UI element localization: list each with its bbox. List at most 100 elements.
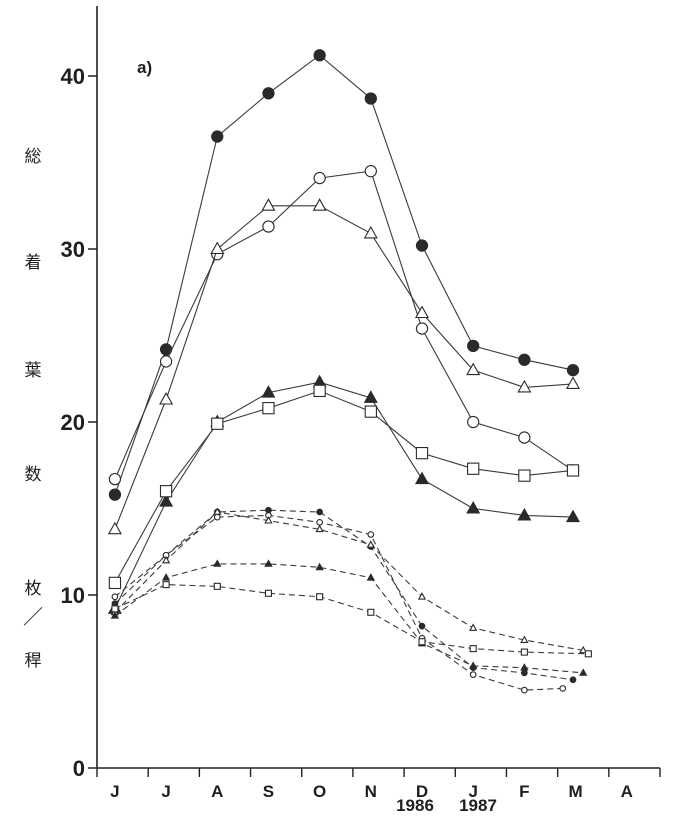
- data-point: [108, 472, 122, 486]
- data-point: [213, 507, 222, 515]
- data-point: [517, 379, 532, 393]
- data-point: [414, 305, 430, 319]
- data-point: [469, 623, 478, 631]
- series-4: [107, 374, 581, 614]
- series-layer: [107, 49, 592, 694]
- series-line: [114, 54, 574, 495]
- data-point: [518, 431, 531, 444]
- series-line: [114, 390, 574, 584]
- data-point: [566, 464, 580, 477]
- data-point: [261, 198, 276, 211]
- series-line: [114, 381, 574, 610]
- data-point: [264, 589, 273, 597]
- series-10: [111, 581, 592, 658]
- y-axis-label-char: 総: [25, 147, 42, 167]
- data-point: [517, 507, 532, 521]
- data-point: [520, 648, 528, 656]
- data-point: [466, 362, 481, 376]
- x-tick-label: A: [211, 782, 223, 801]
- series-2: [108, 164, 580, 486]
- data-point: [366, 573, 376, 581]
- data-point: [364, 92, 377, 105]
- data-point: [159, 485, 173, 498]
- data-point: [264, 559, 273, 567]
- y-axis-label-char: ／: [23, 605, 43, 629]
- series-9: [110, 559, 588, 676]
- series-5: [108, 384, 580, 590]
- data-point: [520, 635, 529, 643]
- panel-label: a): [137, 58, 152, 77]
- data-point: [518, 469, 531, 482]
- data-point: [211, 130, 224, 143]
- data-point: [315, 524, 324, 533]
- series-line: [114, 584, 589, 655]
- x-tick-label: F: [519, 782, 529, 801]
- data-point: [565, 509, 581, 523]
- data-point: [418, 638, 426, 646]
- y-tick-label: 30: [61, 237, 85, 262]
- data-point: [366, 540, 376, 548]
- y-tick-label: 40: [61, 64, 85, 89]
- data-point: [262, 220, 275, 233]
- data-point: [521, 669, 528, 677]
- data-point: [315, 562, 324, 571]
- series-line: [114, 511, 584, 651]
- data-point: [262, 402, 275, 415]
- x-tick-label: D: [416, 782, 428, 801]
- data-point: [213, 559, 222, 567]
- data-point: [108, 576, 122, 590]
- data-point: [364, 405, 377, 418]
- series-line: [114, 170, 574, 480]
- x-tick-label: J: [468, 782, 477, 801]
- data-point: [210, 241, 225, 255]
- axes: [96, 6, 660, 769]
- series-line: [114, 205, 574, 530]
- data-point: [211, 417, 224, 430]
- data-point: [414, 471, 430, 485]
- data-point: [469, 661, 478, 669]
- series-line: [114, 509, 574, 681]
- data-point: [520, 663, 529, 671]
- y-tick-label: 10: [61, 583, 85, 608]
- data-point: [467, 462, 480, 475]
- year-labels: 1986 1987: [396, 796, 497, 815]
- y-axis-label-char: 葉: [25, 361, 42, 381]
- y-axis-label-char: 数: [25, 465, 42, 485]
- series-line: [114, 563, 584, 674]
- data-point: [417, 592, 427, 600]
- x-tick-label: J: [110, 782, 119, 801]
- data-point: [110, 611, 120, 619]
- data-point: [559, 685, 567, 692]
- data-point: [313, 384, 326, 398]
- data-point: [316, 593, 324, 601]
- data-point: [213, 582, 221, 590]
- data-point: [367, 608, 375, 616]
- y-axis-label-char: 着: [25, 253, 42, 273]
- data-point: [415, 446, 429, 460]
- data-point: [111, 593, 119, 601]
- y-tick-label: 20: [61, 410, 85, 435]
- data-point: [467, 415, 480, 429]
- x-tick-label: A: [621, 782, 633, 801]
- series-8: [110, 507, 588, 654]
- data-point: [261, 385, 276, 398]
- data-point: [363, 225, 378, 239]
- data-point: [159, 355, 173, 368]
- data-point: [162, 581, 170, 589]
- data-point: [521, 686, 528, 694]
- data-point: [213, 513, 221, 521]
- data-point: [565, 376, 581, 389]
- data-point: [108, 488, 122, 501]
- x-tick-label: N: [365, 782, 377, 801]
- data-point: [159, 391, 174, 405]
- year-label-1986: 1986: [396, 796, 434, 815]
- data-point: [466, 500, 481, 514]
- data-point: [107, 521, 122, 535]
- series-6: [111, 506, 577, 684]
- y-axis-label-char: 稈: [25, 651, 42, 671]
- data-point: [569, 676, 577, 684]
- data-point: [364, 164, 377, 178]
